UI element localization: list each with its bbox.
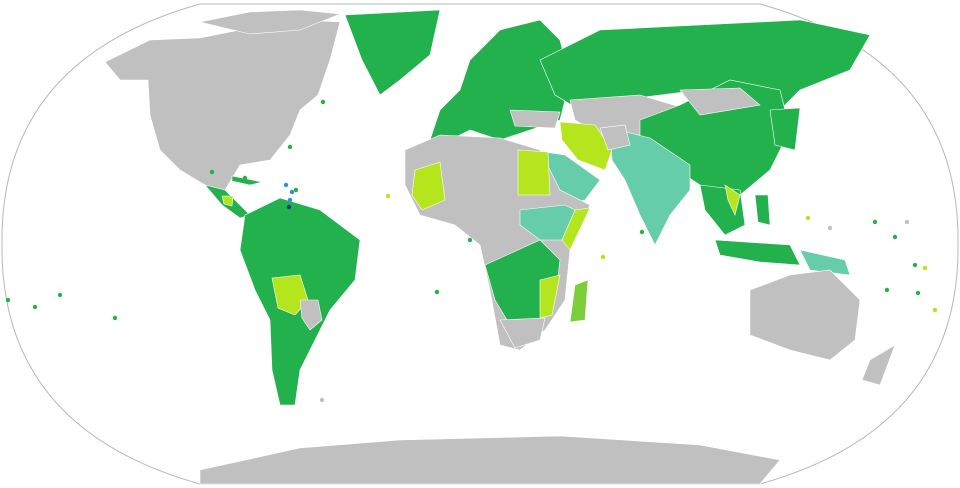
country-mozambique bbox=[539, 274, 561, 319]
island-marker bbox=[32, 304, 38, 310]
country-paraguay-uruguay bbox=[299, 299, 323, 331]
country-madagascar bbox=[569, 279, 589, 323]
country-egypt bbox=[517, 149, 551, 196]
island-marker bbox=[293, 187, 299, 193]
island-marker bbox=[112, 315, 118, 321]
island-marker bbox=[904, 219, 910, 225]
island-marker bbox=[287, 144, 293, 150]
island-marker bbox=[467, 237, 473, 243]
country-nicaragua bbox=[221, 195, 234, 207]
island-marker bbox=[287, 197, 293, 203]
country-new-zealand bbox=[861, 344, 896, 386]
island-marker bbox=[600, 254, 606, 260]
country-indonesia bbox=[714, 239, 801, 266]
island-marker bbox=[289, 189, 295, 195]
country-turkey bbox=[509, 109, 561, 129]
island-marker bbox=[5, 297, 11, 303]
country-vietnam bbox=[724, 184, 741, 216]
country-south-africa bbox=[499, 317, 546, 349]
island-marker bbox=[922, 265, 928, 271]
island-marker bbox=[915, 290, 921, 296]
island-marker bbox=[283, 182, 289, 188]
country-somalia bbox=[561, 207, 591, 251]
country-philippines bbox=[754, 194, 771, 226]
country-mongolia bbox=[679, 87, 761, 116]
island-marker bbox=[892, 234, 898, 240]
country-canada-islands bbox=[199, 9, 341, 35]
island-marker bbox=[872, 219, 878, 225]
country-afghanistan bbox=[599, 124, 631, 151]
island-marker bbox=[319, 397, 325, 403]
country-japan-korea bbox=[769, 107, 801, 151]
island-marker bbox=[912, 262, 918, 268]
country-south-asia bbox=[609, 127, 691, 246]
country-australia bbox=[749, 269, 861, 361]
island-marker bbox=[286, 204, 292, 210]
island-marker bbox=[320, 99, 326, 105]
island-marker bbox=[434, 289, 440, 295]
island-marker bbox=[639, 229, 645, 235]
country-greenland bbox=[344, 9, 441, 96]
island-marker bbox=[242, 175, 248, 181]
island-marker bbox=[209, 169, 215, 175]
country-iran bbox=[559, 121, 613, 171]
island-marker bbox=[932, 307, 938, 313]
island-marker bbox=[385, 193, 391, 199]
country-antarctica bbox=[199, 435, 781, 485]
island-marker bbox=[805, 215, 811, 221]
island-marker bbox=[884, 287, 890, 293]
island-marker bbox=[57, 292, 63, 298]
island-marker bbox=[827, 225, 833, 231]
country-sahel-west bbox=[411, 161, 446, 211]
country-cuba bbox=[231, 175, 263, 186]
country-papua bbox=[799, 249, 851, 276]
